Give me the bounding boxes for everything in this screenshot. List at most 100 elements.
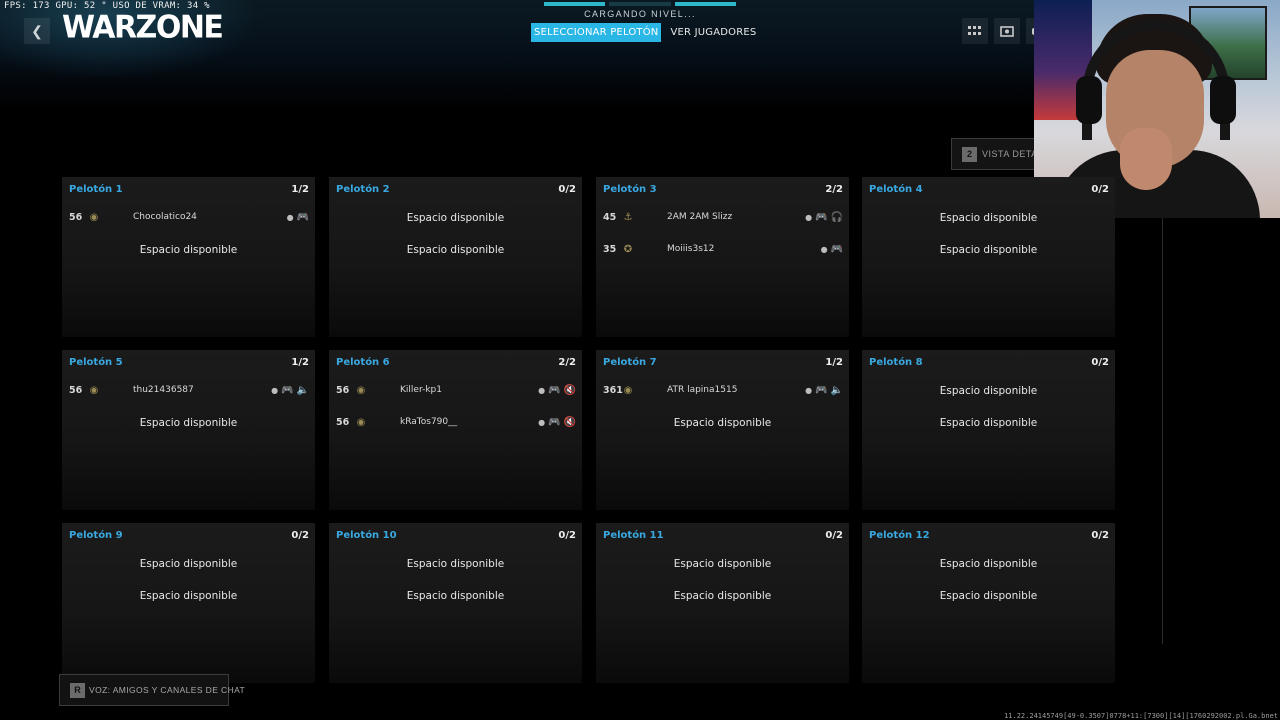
empty-slot[interactable]: Espacio disponible [329,207,582,229]
squad-header: Pelotón 12 0/2 [862,523,1115,549]
squad-card[interactable]: Pelotón 6 2/2 56 ◉ Killer-kp1 ● 🎮 🔇 56 ◉ kRaTos790… [329,350,582,510]
squad-card[interactable]: Pelotón 9 0/2 Espacio disponible Espacio di… [62,523,315,683]
player-name: thu21436587 [133,385,194,395]
empty-slot[interactable]: Espacio disponible [329,585,582,607]
player-name: Moiiis3s12 [667,244,715,254]
squad-title: Pelotón 4 [869,184,923,195]
headset-cup-left [1076,76,1102,124]
muted-speaker-icon[interactable]: 🔇 [563,416,576,428]
player-level: 56 [69,385,83,396]
empty-slot[interactable]: Espacio disponible [62,553,315,575]
controller-icon[interactable]: 🎮 [296,211,309,223]
squad-card[interactable]: Pelotón 5 1/2 56 ◉ thu21436587 ● 🎮 🔈 Espacio dis… [62,350,315,510]
squad-title: Pelotón 10 [336,530,397,541]
squad-card[interactable]: Pelotón 11 0/2 Espacio disponible Espacio d… [596,523,849,683]
muted-speaker-icon[interactable]: 🔇 [563,384,576,396]
key-hint-badge: R [70,682,85,698]
empty-slot-label: Espacio disponible [939,385,1038,397]
empty-slot[interactable]: Espacio disponible [862,412,1115,434]
headset-icon[interactable]: 🎧 [830,211,843,223]
speaker-icon[interactable]: 🔈 [296,384,309,396]
tab-view-players[interactable]: VER JUGADORES [670,27,757,38]
player-row: 45 ⚓ 2AM 2AM Slizz ● 🎮 🎧 [596,207,849,229]
player-level: 56 [336,417,350,428]
squad-card[interactable]: Pelotón 7 1/2 361 ◉ ATR lapina1515 ● 🎮 🔈 Espacio… [596,350,849,510]
empty-slot[interactable]: Espacio disponible [596,585,849,607]
dot-icon: ● [805,212,813,222]
back-button[interactable]: ❮ [24,18,50,44]
player-row: 56 ◉ Chocolatico24 ● 🎮 [62,207,315,229]
player-slot[interactable]: 56 ◉ thu21436587 ● 🎮 🔈 [62,380,315,402]
squad-card[interactable]: Pelotón 10 0/2 Espacio disponible Espacio d… [329,523,582,683]
player-row: 35 ✪ Moiiis3s12 ● 🎮 [596,239,849,261]
player-slot[interactable]: 45 ⚓ 2AM 2AM Slizz ● 🎮 🎧 [596,207,849,229]
empty-slot[interactable]: Espacio disponible [62,239,315,261]
emblem-icon: ◉ [356,384,366,396]
empty-slot[interactable]: Espacio disponible [862,585,1115,607]
player-slot[interactable]: 56 ◉ Chocolatico24 ● 🎮 [62,207,315,229]
camera-icon[interactable] [994,18,1020,44]
controller-icon[interactable]: 🎮 [548,384,561,396]
empty-slot-label: Espacio disponible [139,244,238,256]
empty-slot[interactable]: Espacio disponible [862,207,1115,229]
empty-slot[interactable]: Espacio disponible [596,553,849,575]
squad-title: Pelotón 1 [69,184,123,195]
squad-title: Pelotón 6 [336,357,390,368]
dot-icon: ● [538,385,546,395]
squad-count: 2/2 [825,184,843,195]
player-status-icons: ● 🎮 🔇 [538,383,576,397]
player-slot[interactable]: 361 ◉ ATR lapina1515 ● 🎮 🔈 [596,380,849,402]
player-slot[interactable]: 35 ✪ Moiiis3s12 ● 🎮 [596,239,849,261]
squad-card[interactable]: Pelotón 1 1/2 56 ◉ Chocolatico24 ● 🎮 Espacio di… [62,177,315,337]
squad-card[interactable]: Pelotón 4 0/2 Espacio disponible Espacio di… [862,177,1115,337]
voice-chat-button[interactable]: R VOZ: AMIGOS Y CANALES DE CHAT [59,674,245,706]
scrollbar-track[interactable] [1162,218,1163,644]
speaker-icon[interactable]: 🔈 [830,384,843,396]
empty-slot[interactable]: Espacio disponible [329,553,582,575]
detail-view-button[interactable]: 2 VISTA DETALLADA [951,138,1035,170]
squad-header: Pelotón 10 0/2 [329,523,582,549]
squad-count: 1/2 [291,184,309,195]
empty-slot-label: Espacio disponible [939,558,1038,570]
empty-slot[interactable]: Espacio disponible [62,412,315,434]
player-level: 56 [336,385,350,396]
empty-slot[interactable]: Espacio disponible [862,239,1115,261]
empty-slot[interactable]: Espacio disponible [596,412,849,434]
player-status-icons: ● 🎮 [287,210,309,224]
squad-header: Pelotón 5 1/2 [62,350,315,376]
controller-icon[interactable]: 🎮 [815,384,828,396]
emblem-icon: ◉ [356,416,366,428]
squad-title: Pelotón 11 [603,530,664,541]
player-name: ATR lapina1515 [667,385,738,395]
empty-slot[interactable]: Espacio disponible [862,553,1115,575]
squad-card[interactable]: Pelotón 3 2/2 45 ⚓ 2AM 2AM Slizz ● 🎮 🎧 35 ✪ Moiiis… [596,177,849,337]
controller-icon[interactable]: 🎮 [548,416,561,428]
squad-count: 2/2 [558,357,576,368]
squad-card[interactable]: Pelotón 12 0/2 Espacio disponible Espacio d… [862,523,1115,683]
squad-grid: Pelotón 1 1/2 56 ◉ Chocolatico24 ● 🎮 Espacio di… [62,177,1116,683]
empty-slot[interactable]: Espacio disponible [862,380,1115,402]
player-slot[interactable]: 56 ◉ kRaTos790__ ● 🎮 🔇 [329,412,582,434]
squad-count: 0/2 [1091,357,1109,368]
squad-count: 0/2 [1091,184,1109,195]
controller-icon[interactable]: 🎮 [815,211,828,223]
loading-segment [674,2,736,6]
squad-count: 0/2 [825,530,843,541]
controller-icon[interactable]: 🎮 [830,243,843,255]
squad-card[interactable]: Pelotón 8 0/2 Espacio disponible Espacio di… [862,350,1115,510]
squad-title: Pelotón 5 [69,357,123,368]
tab-select-squad[interactable]: SELECCIONAR PELOTÓN [531,23,662,42]
squad-header: Pelotón 3 2/2 [596,177,849,203]
empty-slot[interactable]: Espacio disponible [62,585,315,607]
grid-icon[interactable] [962,18,988,44]
player-row: 56 ◉ kRaTos790__ ● 🎮 🔇 [329,412,582,434]
controller-icon[interactable]: 🎮 [281,384,294,396]
player-slot[interactable]: 56 ◉ Killer-kp1 ● 🎮 🔇 [329,380,582,402]
dot-icon: ● [271,385,279,395]
empty-slot[interactable]: Espacio disponible [329,239,582,261]
player-name: Chocolatico24 [133,212,197,222]
squad-card[interactable]: Pelotón 2 0/2 Espacio disponible Espacio di… [329,177,582,337]
empty-slot-label: Espacio disponible [406,558,505,570]
squad-title: Pelotón 3 [603,184,657,195]
chevron-left-icon: ❮ [31,22,43,39]
